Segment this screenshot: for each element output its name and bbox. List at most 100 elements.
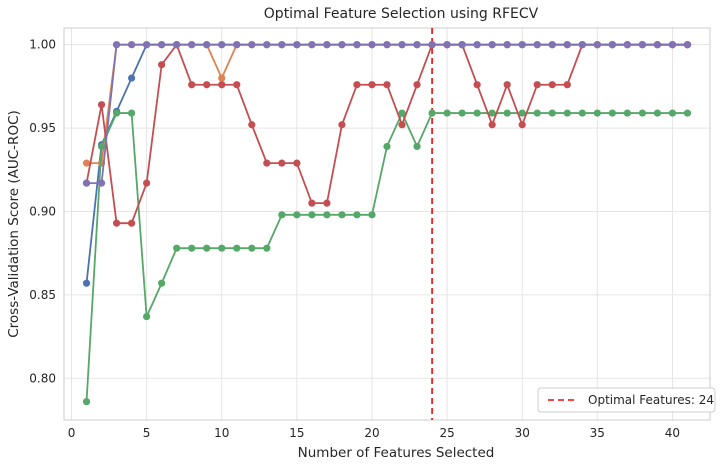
data-point xyxy=(518,41,526,49)
data-point xyxy=(368,81,376,89)
data-point xyxy=(398,121,406,129)
data-point xyxy=(112,219,121,227)
data-point xyxy=(593,109,601,117)
data-point xyxy=(143,41,151,49)
plot-frame xyxy=(63,27,711,421)
data-point xyxy=(203,81,211,89)
data-point xyxy=(413,142,421,151)
data-point xyxy=(578,41,586,49)
data-point xyxy=(173,41,181,49)
data-point xyxy=(413,81,421,89)
data-point xyxy=(293,211,301,219)
data-point xyxy=(383,142,391,151)
data-point xyxy=(458,41,466,49)
data-point xyxy=(548,41,556,49)
series-group xyxy=(82,41,692,406)
data-point xyxy=(533,41,541,49)
data-point xyxy=(263,41,271,49)
data-point xyxy=(143,179,151,187)
data-point xyxy=(443,109,451,117)
data-point xyxy=(82,279,91,287)
data-point xyxy=(158,279,166,287)
data-point xyxy=(158,41,166,49)
data-point xyxy=(338,211,346,219)
x-tick-label: 35 xyxy=(590,426,605,440)
data-point xyxy=(353,41,361,49)
data-point xyxy=(518,121,526,129)
x-tick-label: 0 xyxy=(68,426,76,440)
data-point xyxy=(623,41,631,49)
data-point xyxy=(278,41,286,49)
data-point xyxy=(383,81,391,89)
data-point xyxy=(608,109,616,117)
data-point xyxy=(533,109,541,117)
data-point xyxy=(623,109,631,117)
data-point xyxy=(473,109,481,117)
data-point xyxy=(278,211,286,219)
data-point xyxy=(308,199,316,207)
y-tick-label: 0.95 xyxy=(29,121,56,135)
data-point xyxy=(608,41,616,49)
data-point xyxy=(503,41,511,49)
data-point xyxy=(263,244,271,252)
data-point xyxy=(368,211,376,219)
legend: Optimal Features: 24 xyxy=(537,387,716,413)
series-4 xyxy=(82,41,692,227)
data-point xyxy=(248,121,256,129)
x-tick-label: 20 xyxy=(364,426,379,440)
data-point xyxy=(488,41,496,49)
y-tick-label: 0.80 xyxy=(29,371,56,385)
data-point xyxy=(638,109,646,117)
data-point xyxy=(308,211,316,219)
data-point xyxy=(563,41,571,49)
data-point xyxy=(323,211,331,219)
series-5 xyxy=(82,41,692,187)
data-point xyxy=(683,109,692,117)
data-point xyxy=(653,109,662,117)
data-point xyxy=(668,41,677,49)
data-point xyxy=(518,109,526,117)
data-point xyxy=(473,41,481,49)
data-point xyxy=(563,81,571,89)
x-tick-label: 5 xyxy=(143,426,151,440)
data-point xyxy=(188,244,196,252)
y-tick-label: 0.90 xyxy=(29,204,56,218)
data-point xyxy=(263,159,271,167)
data-point xyxy=(458,109,466,117)
data-point xyxy=(112,41,121,49)
data-point xyxy=(563,109,571,117)
data-point xyxy=(82,159,91,167)
data-point xyxy=(413,41,421,49)
data-point xyxy=(248,244,256,252)
data-point xyxy=(323,41,331,49)
axis-ticks: 0 5 10 15 20 25 30 35 40 0.80 0.85 0.90 0.95 1.00 xyxy=(29,38,680,440)
data-point xyxy=(578,109,586,117)
x-axis-label: Number of Features Selected xyxy=(298,445,495,461)
data-point xyxy=(548,109,556,117)
data-point xyxy=(533,81,541,89)
data-point xyxy=(188,41,196,49)
data-point xyxy=(218,81,226,89)
data-point xyxy=(488,121,496,129)
data-point xyxy=(338,121,346,129)
legend-label-optimal: Optimal Features: 24 xyxy=(588,393,714,407)
data-point xyxy=(548,81,556,89)
y-tick-label: 0.85 xyxy=(29,288,56,302)
data-point xyxy=(323,199,331,207)
data-point xyxy=(233,41,241,49)
series-3 xyxy=(82,109,692,406)
data-point xyxy=(293,159,301,167)
data-point xyxy=(593,41,601,49)
x-tick-label: 40 xyxy=(665,426,680,440)
data-point xyxy=(683,41,692,49)
data-point xyxy=(353,81,361,89)
data-point xyxy=(82,179,91,187)
data-point xyxy=(128,219,136,227)
data-point xyxy=(293,41,301,49)
data-point xyxy=(188,81,196,89)
data-point xyxy=(503,109,511,117)
x-tick-label: 10 xyxy=(214,426,229,440)
data-point xyxy=(638,41,646,49)
data-point xyxy=(473,81,481,89)
